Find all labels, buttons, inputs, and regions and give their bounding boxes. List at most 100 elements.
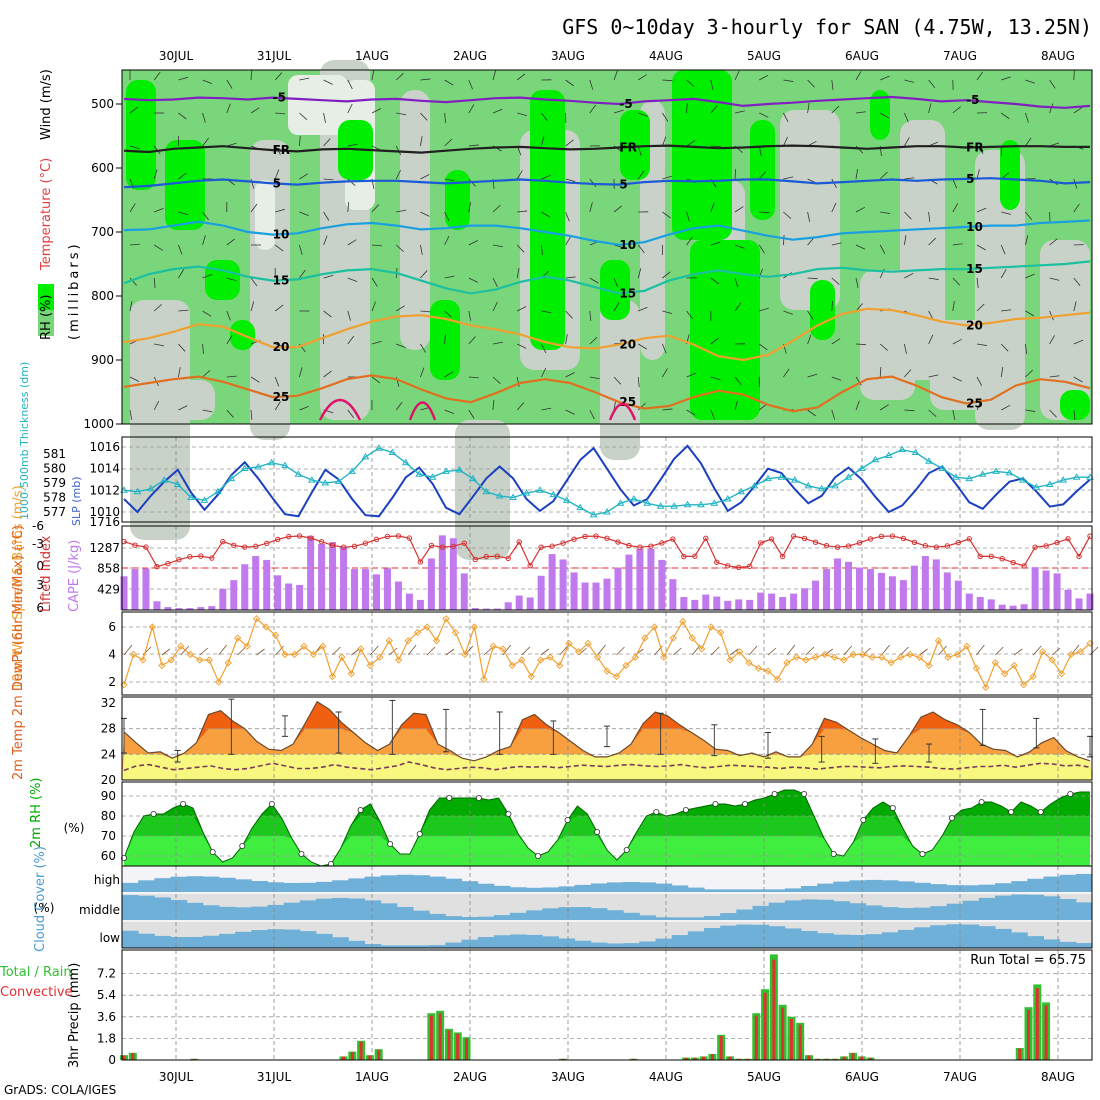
wind-barb bbox=[1025, 211, 1033, 221]
cape-bar bbox=[416, 599, 424, 610]
rh-marker bbox=[742, 801, 749, 808]
moist-region bbox=[870, 90, 890, 140]
wind-speed-marker bbox=[413, 628, 422, 637]
thickness-marker bbox=[307, 476, 316, 483]
lifted-index-marker bbox=[154, 563, 160, 570]
cloud-bar bbox=[1075, 943, 1093, 948]
wind-speed-marker bbox=[224, 659, 232, 667]
cloud-bar bbox=[817, 899, 834, 920]
wind-barb bbox=[323, 79, 333, 85]
wind-barb bbox=[686, 211, 690, 222]
wind-barb bbox=[371, 340, 382, 345]
cape-bar bbox=[757, 592, 765, 610]
wind-barb bbox=[323, 310, 332, 318]
thickness-marker bbox=[670, 502, 678, 509]
wind-barb bbox=[928, 211, 931, 222]
wind-barb bbox=[904, 177, 915, 180]
thickness-marker bbox=[1072, 473, 1081, 480]
slp-tick: 1016 bbox=[89, 440, 120, 454]
wind-speed-marker bbox=[309, 650, 318, 659]
cloud-bar bbox=[138, 933, 155, 948]
wind-barb bbox=[807, 334, 812, 345]
surface-wind-barb bbox=[1051, 647, 1061, 656]
cape-bar bbox=[581, 582, 589, 610]
rh-marker bbox=[387, 841, 394, 848]
wind-barb bbox=[855, 376, 862, 386]
rh-marker bbox=[801, 791, 808, 798]
cape-bar bbox=[932, 559, 940, 610]
thickness-marker bbox=[898, 445, 907, 453]
lifted-index-marker bbox=[220, 538, 226, 545]
wind-barb bbox=[250, 376, 260, 383]
lifted-index-marker bbox=[922, 543, 929, 549]
wind-barb bbox=[347, 103, 353, 114]
wind-speed-marker bbox=[262, 623, 270, 631]
wind-barb bbox=[1049, 335, 1055, 345]
top-date-label: 6AUG bbox=[845, 49, 879, 63]
wind-barb bbox=[710, 409, 715, 420]
rh-marker bbox=[623, 847, 630, 854]
cloud-bar bbox=[526, 910, 543, 920]
surface-wind-barb bbox=[1013, 648, 1023, 656]
surface-wind-barb bbox=[407, 644, 417, 656]
cloud-bar bbox=[1059, 899, 1077, 920]
lifted-index-marker bbox=[812, 539, 819, 545]
wind-barb bbox=[952, 203, 959, 213]
wind-speed-marker bbox=[271, 631, 280, 639]
wind-speed-marker bbox=[963, 642, 971, 650]
surface-wind-barb bbox=[976, 644, 985, 656]
lifted-index-marker bbox=[659, 540, 665, 546]
wind-barb bbox=[831, 79, 834, 90]
wind-barb bbox=[783, 176, 794, 180]
precip-convective-bar bbox=[702, 1056, 706, 1060]
dry-region bbox=[780, 110, 840, 310]
thickness-marker bbox=[227, 474, 236, 482]
wind-speed-marker bbox=[1020, 681, 1028, 689]
cloud-bar bbox=[1043, 939, 1061, 948]
dry-region bbox=[400, 90, 430, 350]
cloud-bar bbox=[833, 901, 850, 920]
cape-bar bbox=[855, 567, 863, 610]
cape-bar bbox=[285, 583, 293, 610]
wind-barb bbox=[154, 208, 164, 213]
cape-bar bbox=[801, 588, 809, 610]
surface-wind-barb bbox=[483, 647, 493, 656]
wind-barb bbox=[783, 79, 794, 82]
wind-barb bbox=[1025, 137, 1032, 147]
lifted-index-marker bbox=[461, 540, 467, 546]
wind-barb bbox=[976, 244, 986, 251]
wind-barb bbox=[637, 74, 647, 81]
cloud-bar bbox=[752, 905, 770, 920]
wind-barb bbox=[299, 112, 308, 120]
wind-barb bbox=[928, 79, 936, 89]
thickness-marker bbox=[562, 496, 571, 503]
cape-bar bbox=[526, 597, 534, 610]
lifted-index-marker bbox=[450, 543, 457, 549]
cloud-bar bbox=[574, 940, 592, 948]
wind-barb bbox=[274, 169, 280, 180]
cloud-bar bbox=[380, 903, 398, 920]
lifted-index-marker bbox=[318, 539, 325, 545]
cloud-bar bbox=[849, 903, 867, 920]
contour-line bbox=[123, 95, 1091, 109]
wind-barb bbox=[807, 409, 816, 417]
cloud-bar bbox=[930, 906, 947, 920]
wind-barb bbox=[1025, 369, 1033, 378]
wind-barb bbox=[589, 409, 595, 420]
wind-speed-marker bbox=[887, 659, 895, 667]
wind-speed-marker bbox=[982, 683, 990, 692]
cape-bar bbox=[394, 581, 402, 610]
cloud-bar bbox=[607, 943, 624, 948]
wind-barb bbox=[686, 102, 688, 114]
cloud-bar bbox=[267, 882, 285, 892]
wind-barb bbox=[395, 305, 405, 312]
wind-barb bbox=[444, 334, 446, 345]
lifted-index-marker bbox=[1010, 559, 1016, 566]
cloud-bar bbox=[720, 913, 737, 920]
contour-label: -5 bbox=[273, 91, 286, 105]
wind-barb bbox=[153, 400, 160, 411]
wind-barb bbox=[637, 343, 647, 350]
cloud-bar bbox=[1075, 873, 1093, 892]
cloud-bar bbox=[429, 945, 446, 948]
wind-barb bbox=[976, 169, 980, 180]
